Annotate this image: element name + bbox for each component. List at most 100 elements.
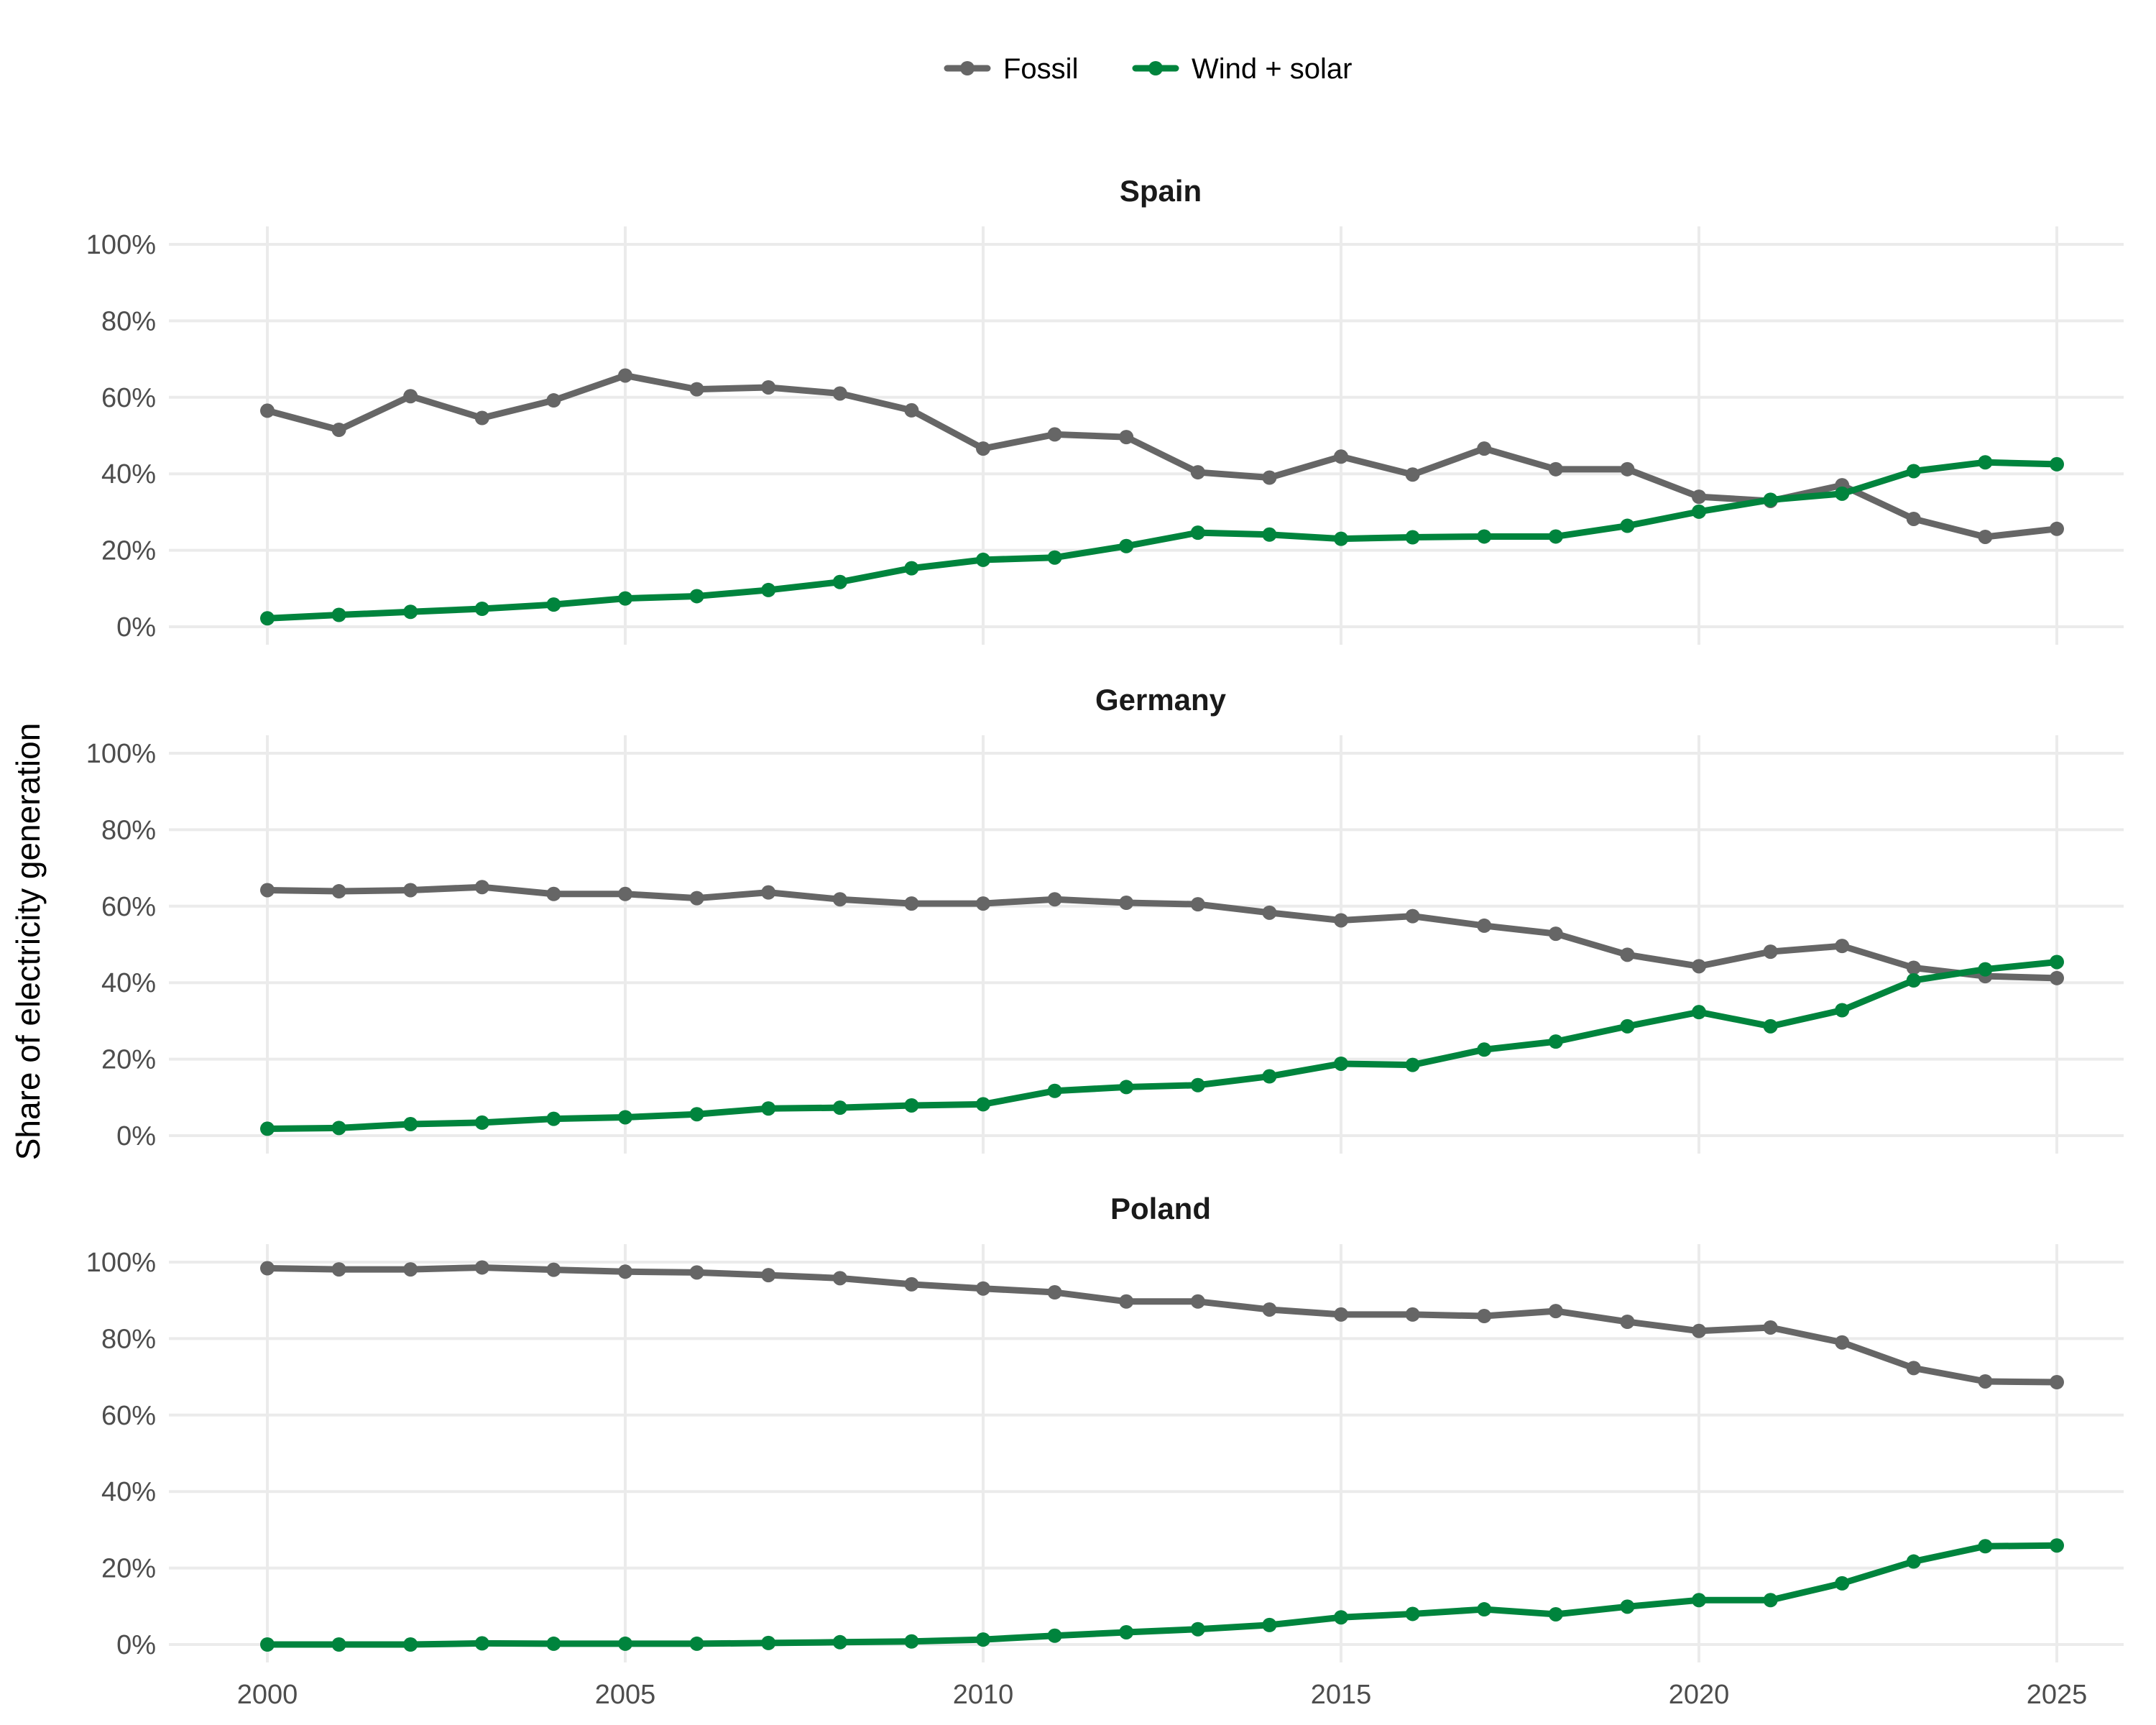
series-wind-solar (260, 954, 2064, 1136)
data-point (1334, 1307, 1348, 1322)
data-point (1190, 465, 1205, 480)
data-point (1405, 467, 1420, 482)
data-point (976, 552, 990, 567)
data-point (1763, 944, 1778, 960)
y-tick-label: 60% (101, 1401, 156, 1431)
y-tick-label: 0% (116, 1630, 156, 1660)
data-point (904, 896, 919, 911)
data-point (546, 1636, 561, 1651)
data-point (1477, 529, 1492, 544)
data-point (689, 891, 704, 906)
legend-item: Wind + solar (1132, 53, 1352, 85)
data-point (331, 1262, 346, 1277)
data-point (1190, 897, 1205, 912)
data-point (260, 403, 275, 418)
data-point (1835, 1576, 1850, 1591)
data-point (1190, 1622, 1205, 1637)
data-point (1548, 461, 1563, 477)
panel-title: Germany (1095, 683, 1227, 717)
data-point (904, 1276, 919, 1292)
data-point (832, 386, 847, 401)
data-point (689, 589, 704, 604)
data-point (1477, 1309, 1492, 1324)
data-point (1405, 908, 1420, 924)
x-tick-label: 2010 (953, 1680, 1014, 1710)
panel-spain: Spain 0% 20% 40% 60% 80% 100% (86, 174, 2124, 645)
data-point (1692, 959, 1706, 974)
data-point (474, 880, 489, 895)
data-point (761, 582, 776, 597)
data-point (1763, 1018, 1778, 1034)
data-point (976, 1281, 990, 1296)
data-point (761, 1101, 776, 1116)
data-point (1334, 1056, 1348, 1071)
data-point (1119, 1624, 1134, 1639)
data-point (474, 1260, 489, 1275)
data-point (260, 1637, 275, 1652)
data-point (1190, 525, 1205, 540)
data-point (1047, 427, 1062, 442)
data-point (1692, 1323, 1706, 1338)
data-point (1763, 1320, 1778, 1335)
y-tick-label: 0% (116, 1121, 156, 1151)
series-wind-solar (260, 1538, 2064, 1652)
data-point (761, 1268, 776, 1283)
data-point (1906, 464, 1921, 479)
x-tick-label: 2015 (1311, 1680, 1372, 1710)
data-point (1405, 1057, 1420, 1072)
x-tick-label: 2025 (2027, 1680, 2088, 1710)
data-point (546, 597, 561, 612)
data-point (976, 896, 990, 911)
legend: Fossil Wind + solar (944, 53, 1352, 85)
chart-panels: Spain 0% 20% 40% 60% 80% 100% Germany 0% 20% 40% 60… (86, 174, 2124, 1662)
data-point (1906, 511, 1921, 526)
data-point (1906, 973, 1921, 988)
data-point (403, 883, 418, 898)
data-point (618, 886, 632, 901)
y-tick-label: 20% (101, 536, 156, 566)
data-point (1620, 1314, 1635, 1329)
data-point (546, 1262, 561, 1277)
data-point (1692, 504, 1706, 519)
data-point (331, 607, 346, 622)
data-point (904, 561, 919, 576)
data-point (904, 402, 919, 418)
series-wind-solar (260, 455, 2064, 626)
data-point (1906, 1554, 1921, 1569)
data-point (976, 441, 990, 456)
data-point (1978, 455, 1993, 470)
data-point (260, 1261, 275, 1276)
data-point (1906, 960, 1921, 975)
data-point (403, 604, 418, 620)
data-point (260, 1121, 275, 1136)
data-point (1548, 1304, 1563, 1319)
data-point (1334, 449, 1348, 464)
series-line (264, 1264, 2060, 1386)
legend-key-point (960, 61, 975, 75)
data-point (1763, 492, 1778, 507)
data-point (832, 574, 847, 589)
y-tick-label: 80% (101, 306, 156, 336)
data-point (1548, 926, 1563, 942)
data-point (1620, 461, 1635, 477)
data-point (976, 1097, 990, 1112)
data-point (1405, 1307, 1420, 1322)
data-point (331, 884, 346, 899)
data-point (1262, 470, 1277, 485)
data-point (1548, 1606, 1563, 1622)
data-point (1978, 962, 1993, 977)
panel-title: Spain (1120, 174, 1202, 208)
data-point (1620, 1599, 1635, 1614)
legend-label: Wind + solar (1192, 53, 1352, 85)
data-point (1978, 1374, 1993, 1389)
data-point (1835, 1003, 1850, 1018)
y-tick-label: 20% (101, 1554, 156, 1584)
y-tick-label: 40% (101, 459, 156, 489)
data-point (474, 1115, 489, 1130)
data-point (1334, 531, 1348, 546)
y-tick-label: 100% (86, 230, 156, 260)
data-point (689, 1265, 704, 1280)
data-point (331, 423, 346, 438)
y-tick-label: 60% (101, 892, 156, 922)
